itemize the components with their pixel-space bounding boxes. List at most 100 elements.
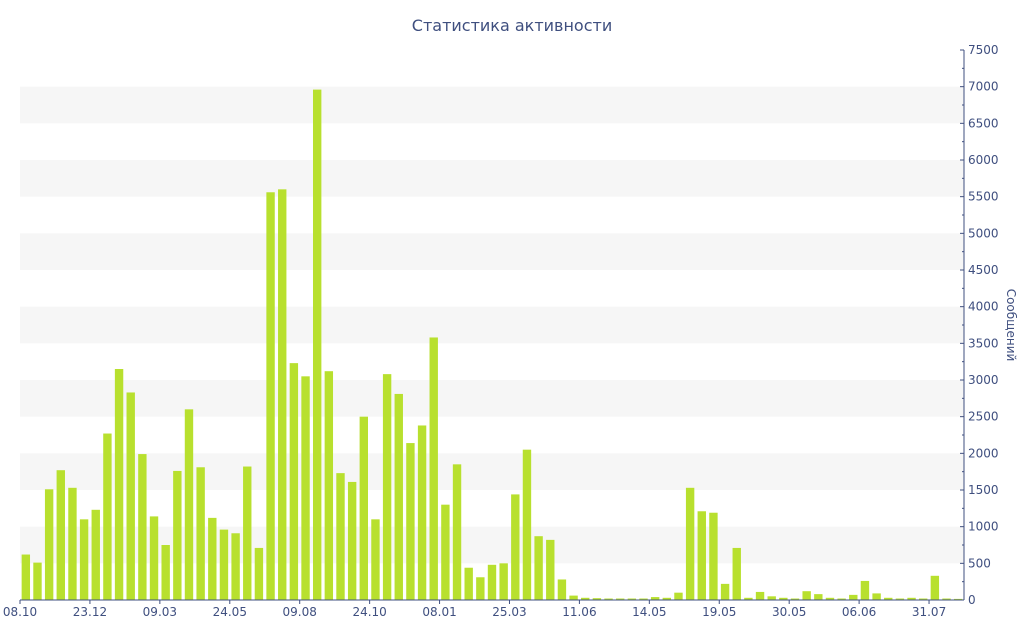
bar[interactable] (534, 536, 543, 600)
bar[interactable] (499, 563, 508, 600)
bar[interactable] (581, 597, 590, 600)
x-tick-label: 09.03 (143, 605, 177, 619)
bar[interactable] (441, 504, 450, 600)
x-tick-label: 31.07 (912, 605, 946, 619)
bar[interactable] (347, 481, 357, 600)
bar[interactable] (79, 519, 89, 600)
bar[interactable] (417, 425, 427, 600)
bar[interactable] (289, 363, 299, 600)
bar[interactable] (650, 597, 660, 600)
bar[interactable] (21, 554, 31, 600)
bar[interactable] (359, 416, 368, 600)
bar[interactable] (767, 596, 776, 600)
y-tick-label: 6000 (968, 153, 999, 167)
bar[interactable] (324, 371, 334, 600)
bar[interactable] (872, 593, 881, 600)
y-axis: 0 500 1000 1500 2000 2500 3000 3500 4000 4500 5000… (960, 43, 999, 607)
bar[interactable] (720, 583, 730, 600)
bar[interactable] (184, 409, 194, 600)
y-tick-label: 4000 (968, 300, 999, 314)
bar[interactable] (860, 580, 870, 600)
bar[interactable] (616, 598, 625, 600)
bar[interactable] (755, 591, 765, 600)
x-tick-label: 24.05 (213, 605, 247, 619)
y-tick-label: 1500 (968, 483, 999, 497)
bar[interactable] (895, 598, 905, 600)
bar[interactable] (254, 547, 264, 600)
y-tick-label: 2000 (968, 446, 999, 460)
bar[interactable] (604, 598, 613, 600)
bar[interactable] (685, 487, 695, 600)
bar[interactable] (429, 337, 438, 600)
x-axis: 08.10 23.12 09.03 24.05 09.08 24.10 08.01 25.03… (3, 599, 964, 619)
grid-band (20, 453, 964, 490)
bar[interactable] (837, 598, 846, 600)
y-tick-label: 4500 (968, 263, 999, 277)
bar[interactable] (884, 597, 893, 600)
bar[interactable] (208, 517, 217, 600)
bar[interactable] (173, 470, 182, 600)
bar[interactable] (138, 454, 147, 600)
y-tick-label: 3000 (968, 373, 999, 387)
bar[interactable] (44, 489, 54, 600)
bar[interactable] (592, 598, 602, 600)
bar[interactable] (849, 594, 858, 600)
bar[interactable] (557, 579, 567, 600)
bar[interactable] (394, 393, 403, 600)
bar[interactable] (697, 511, 706, 600)
bar[interactable] (452, 464, 462, 600)
bar[interactable] (219, 529, 229, 600)
bar[interactable] (149, 516, 159, 600)
bar[interactable] (825, 597, 835, 600)
bar[interactable] (406, 443, 415, 600)
y-tick-label: 6500 (968, 116, 999, 130)
bar[interactable] (278, 189, 287, 600)
x-tick-label: 25.03 (492, 605, 526, 619)
bar[interactable] (196, 467, 205, 600)
bar[interactable] (243, 466, 252, 600)
bar[interactable] (161, 545, 170, 600)
bar[interactable] (231, 533, 240, 600)
bar[interactable] (301, 376, 310, 600)
bar[interactable] (464, 567, 473, 600)
bar[interactable] (476, 577, 485, 600)
grid-band (20, 306, 964, 344)
bar[interactable] (312, 89, 322, 600)
bar[interactable] (709, 512, 718, 600)
bar[interactable] (266, 192, 275, 600)
bar[interactable] (126, 392, 135, 600)
bar[interactable] (56, 470, 65, 600)
x-tick-label: 19.05 (702, 605, 736, 619)
bar[interactable] (907, 597, 916, 600)
bar[interactable] (33, 562, 42, 600)
bar[interactable] (522, 449, 532, 600)
bar[interactable] (732, 547, 741, 600)
bar[interactable] (814, 594, 823, 600)
bar[interactable] (919, 598, 928, 600)
bar[interactable] (942, 598, 951, 600)
bar[interactable] (68, 487, 77, 600)
bar[interactable] (802, 591, 811, 600)
bar[interactable] (569, 595, 578, 600)
bar[interactable] (371, 519, 380, 600)
bar[interactable] (639, 598, 648, 600)
bar[interactable] (487, 564, 497, 600)
x-tick-label: 06.06 (842, 605, 876, 619)
bar[interactable] (674, 592, 683, 600)
bar[interactable] (382, 374, 392, 600)
grid-band (20, 86, 964, 124)
bar[interactable] (744, 597, 753, 600)
bar[interactable] (114, 369, 124, 600)
bar[interactable] (627, 598, 637, 600)
bar[interactable] (662, 597, 672, 600)
bar[interactable] (103, 433, 112, 600)
bar[interactable] (336, 473, 345, 600)
bar[interactable] (91, 509, 100, 600)
bar[interactable] (953, 598, 963, 600)
bar[interactable] (546, 539, 555, 600)
bar[interactable] (779, 597, 788, 600)
bar[interactable] (790, 598, 800, 600)
bar[interactable] (930, 575, 940, 600)
bar[interactable] (511, 494, 520, 600)
